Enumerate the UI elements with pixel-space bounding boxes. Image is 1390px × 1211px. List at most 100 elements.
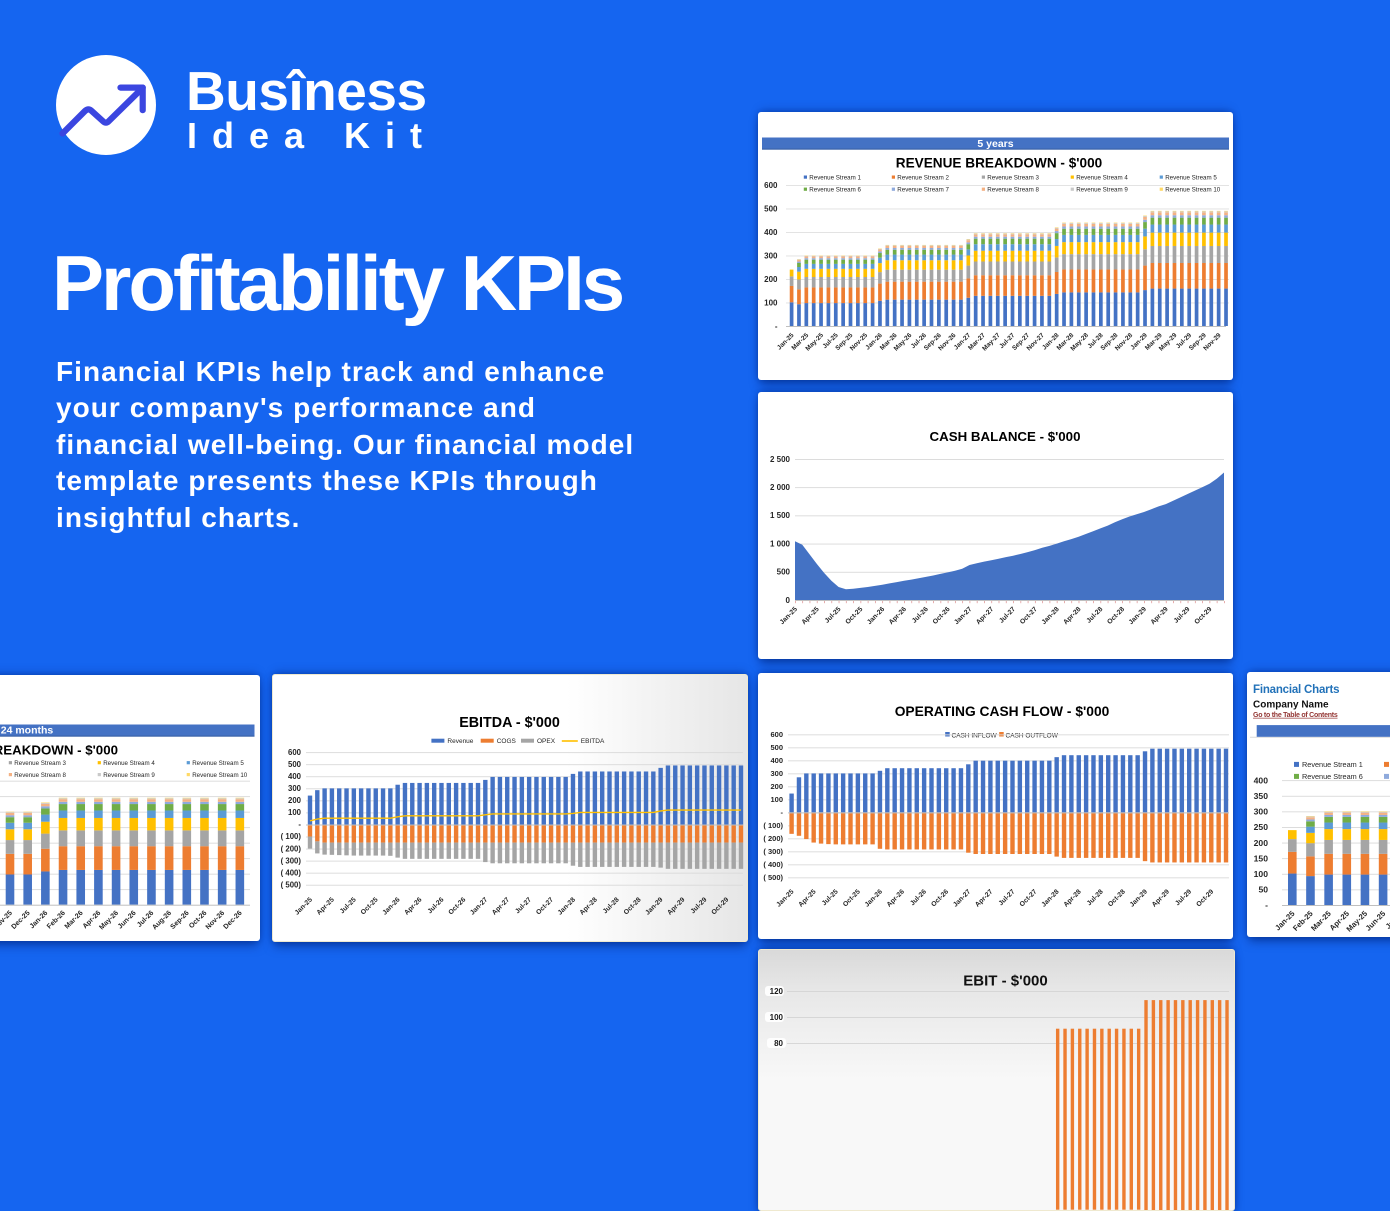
svg-text:Jan-28: Jan-28: [1040, 888, 1060, 908]
svg-text:200: 200: [764, 275, 778, 284]
svg-text:Jul-25: Jul-25: [821, 888, 840, 907]
svg-text:May-26: May-26: [98, 910, 120, 932]
svg-text:Oct-27: Oct-27: [1019, 888, 1039, 908]
svg-text:Mar-26: Mar-26: [64, 910, 85, 931]
svg-text:Aug-26: Aug-26: [151, 910, 173, 932]
svg-text:Apr-27: Apr-27: [491, 896, 511, 916]
svg-text:Jan-25: Jan-25: [294, 896, 314, 916]
svg-text:1 000: 1 000: [770, 539, 791, 548]
svg-text:EBITDA: EBITDA: [581, 737, 605, 744]
svg-text:Jan-26: Jan-26: [864, 888, 884, 908]
svg-text:-: -: [781, 808, 784, 817]
svg-text:Jan-25: Jan-25: [779, 606, 799, 626]
svg-text:300: 300: [288, 784, 302, 793]
svg-text:Oct-27: Oct-27: [535, 896, 555, 916]
svg-text:Jan-26: Jan-26: [866, 606, 886, 626]
svg-text:24 months: 24 months: [1, 725, 54, 737]
svg-text:50: 50: [1258, 885, 1268, 895]
svg-text:Jul-28: Jul-28: [1086, 888, 1105, 907]
svg-text:Jan-29: Jan-29: [644, 896, 664, 916]
svg-text:COGS: COGS: [497, 737, 517, 744]
svg-text:REVENUE BREAKDOWN - $'000: REVENUE BREAKDOWN - $'000: [0, 743, 118, 758]
svg-text:Revenue Stream 8: Revenue Stream 8: [987, 187, 1039, 194]
svg-text:Apr-26: Apr-26: [886, 888, 906, 908]
svg-text:0: 0: [786, 596, 791, 605]
svg-text:600: 600: [288, 747, 302, 756]
svg-text:Jan-27: Jan-27: [469, 896, 489, 916]
svg-text:Jul-25: Jul-25: [1384, 909, 1390, 931]
svg-text:Jul-29: Jul-29: [1174, 888, 1193, 907]
svg-text:Revenue Stream 1: Revenue Stream 1: [809, 175, 861, 182]
svg-text:100: 100: [764, 298, 778, 307]
svg-text:200: 200: [288, 796, 302, 805]
svg-text:1 500: 1 500: [770, 511, 791, 520]
svg-text:Oct-27: Oct-27: [1019, 606, 1039, 626]
svg-text:( 100): ( 100): [281, 832, 302, 841]
svg-text:Revenue Stream 4: Revenue Stream 4: [103, 760, 155, 767]
svg-text:Oct-28: Oct-28: [623, 896, 643, 916]
svg-text:Apr-29: Apr-29: [666, 896, 686, 916]
svg-text:( 300): ( 300): [281, 856, 302, 865]
svg-text:Jan-27: Jan-27: [952, 888, 972, 908]
svg-text:Apr-28: Apr-28: [1063, 888, 1083, 908]
svg-text:OPERATING CASH FLOW - $'000: OPERATING CASH FLOW - $'000: [895, 704, 1110, 719]
svg-text:Jul-28: Jul-28: [1085, 606, 1104, 625]
svg-text:OPEX: OPEX: [537, 737, 556, 744]
svg-text:Revenue Stream 3: Revenue Stream 3: [987, 175, 1039, 182]
svg-text:Revenue Stream 5: Revenue Stream 5: [192, 760, 244, 767]
svg-text:Oct-25: Oct-25: [842, 888, 862, 908]
svg-text:Jul-28: Jul-28: [602, 896, 621, 915]
svg-text:5 years: 5 years: [977, 138, 1013, 150]
svg-text:( 100): ( 100): [763, 821, 783, 830]
svg-text:Apr-26: Apr-26: [403, 896, 423, 916]
svg-text:( 500): ( 500): [763, 873, 783, 882]
svg-text:Jan-29: Jan-29: [1129, 888, 1149, 908]
svg-text:( 400): ( 400): [281, 868, 302, 877]
svg-text:Oct-28: Oct-28: [1107, 888, 1127, 908]
svg-text:2 000: 2 000: [770, 483, 791, 492]
svg-text:Jul-27: Jul-27: [514, 896, 533, 915]
svg-text:CASH INFLOW: CASH INFLOW: [952, 732, 998, 739]
svg-text:Feb-26: Feb-26: [46, 910, 67, 931]
svg-text:Revenue: Revenue: [447, 737, 473, 744]
svg-text:( 200): ( 200): [281, 844, 302, 853]
svg-text:400: 400: [1254, 775, 1269, 785]
svg-text:-: -: [1265, 900, 1268, 910]
svg-text:100: 100: [770, 795, 783, 804]
svg-text:Oct-29: Oct-29: [1195, 888, 1215, 908]
svg-text:Oct-29: Oct-29: [1194, 606, 1214, 626]
svg-text:Oct-29: Oct-29: [710, 896, 730, 916]
svg-text:( 400): ( 400): [763, 860, 783, 869]
svg-text:Revenue Stream 1: Revenue Stream 1: [1302, 760, 1363, 769]
svg-text:Revenue Stream 2: Revenue Stream 2: [897, 175, 949, 182]
svg-text:Oct-26: Oct-26: [932, 606, 952, 626]
svg-text:CASH OUTFLOW: CASH OUTFLOW: [1006, 732, 1059, 739]
svg-text:( 300): ( 300): [763, 847, 783, 856]
svg-text:Revenue Stream 5: Revenue Stream 5: [1165, 175, 1217, 182]
svg-text:150: 150: [1254, 853, 1269, 863]
svg-text:Jul-25: Jul-25: [824, 606, 843, 625]
svg-text:Company Name: Company Name: [1253, 700, 1329, 711]
svg-text:Revenue Stream 7: Revenue Stream 7: [897, 187, 949, 194]
svg-text:250: 250: [1254, 822, 1269, 832]
svg-text:120: 120: [770, 987, 784, 996]
svg-text:200: 200: [770, 782, 783, 791]
svg-text:Jul-27: Jul-27: [998, 606, 1017, 625]
svg-text:Revenue Stream 9: Revenue Stream 9: [103, 772, 155, 779]
svg-text:Jun-25: Jun-25: [1364, 909, 1388, 933]
svg-text:400: 400: [764, 228, 778, 237]
svg-text:Apr-27: Apr-27: [974, 888, 994, 908]
svg-text:500: 500: [770, 743, 783, 752]
svg-text:300: 300: [770, 769, 783, 778]
svg-text:Revenue Stream 4: Revenue Stream 4: [1076, 175, 1128, 182]
svg-text:Revenue Stream 6: Revenue Stream 6: [809, 187, 861, 194]
svg-text:Sep-26: Sep-26: [170, 910, 191, 931]
svg-text:EBITDA - $'000: EBITDA - $'000: [459, 715, 560, 731]
svg-text:Jan-27: Jan-27: [953, 606, 973, 626]
svg-text:Jul-29: Jul-29: [690, 896, 709, 915]
svg-text:500: 500: [764, 204, 778, 213]
svg-text:Oct-25: Oct-25: [360, 896, 380, 916]
svg-text:Dec-25: Dec-25: [10, 910, 31, 931]
svg-text:400: 400: [288, 772, 302, 781]
svg-text:Apr-29: Apr-29: [1151, 888, 1171, 908]
